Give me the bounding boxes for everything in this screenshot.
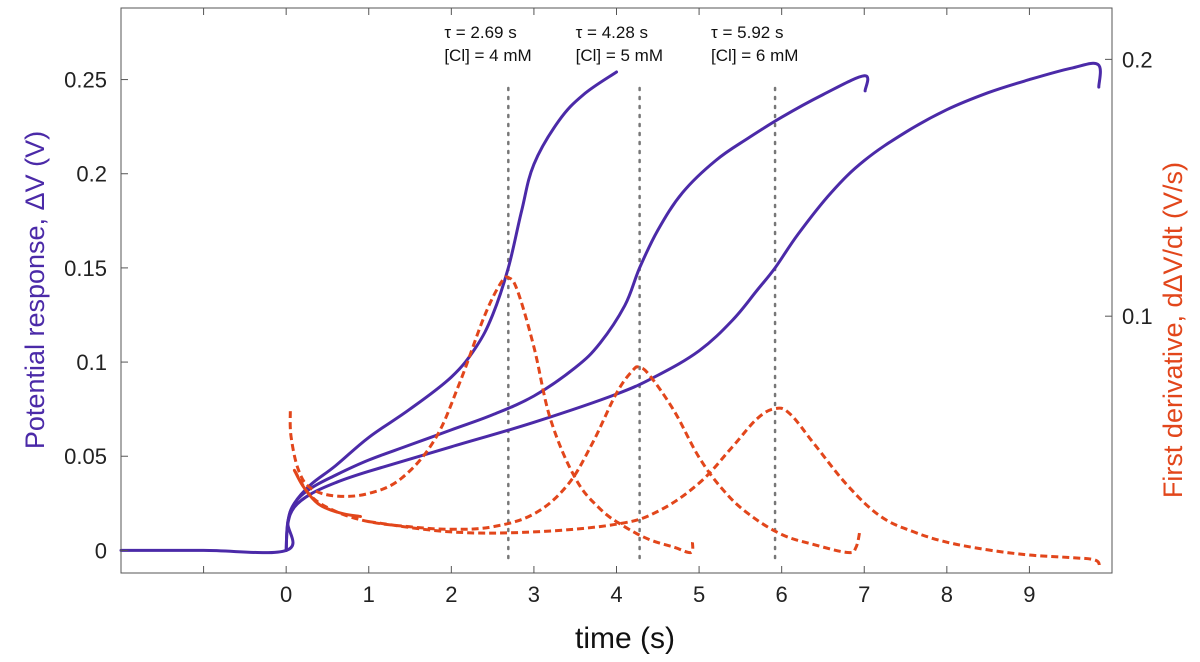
x-tick-label: 1 xyxy=(363,582,375,607)
y-left-tick-label: 0.25 xyxy=(64,68,107,93)
tau-annotation: τ = 2.69 s xyxy=(444,23,516,42)
x-tick-label: 3 xyxy=(528,582,540,607)
y-left-tick-label: 0.15 xyxy=(64,256,107,281)
y-left-tick-label: 0.1 xyxy=(76,350,107,375)
x-tick-label: 4 xyxy=(610,582,622,607)
series-line: ΔV, [Cl] = 4 mM xyxy=(119,70,618,555)
series-line: ΔV, [Cl] = 6 mM xyxy=(284,61,1102,552)
y-left-tick-label: 0.2 xyxy=(76,162,107,187)
series-line: dΔV/dt, [Cl] = 4 mM xyxy=(288,275,695,555)
y-left-tick-label: 0.05 xyxy=(64,444,107,469)
x-axis-title: time (s) xyxy=(575,622,675,655)
plot-frame xyxy=(120,7,1113,574)
x-tick-label: 9 xyxy=(1023,582,1035,607)
x-tick-label: 0 xyxy=(280,582,292,607)
concentration-annotation: [Cl] = 4 mM xyxy=(444,46,531,65)
tau-annotation: τ = 5.92 s xyxy=(711,23,783,42)
y-right-tick-label: 0.1 xyxy=(1122,304,1153,329)
x-tick-label: 8 xyxy=(941,582,953,607)
tau-annotation: τ = 4.28 s xyxy=(576,23,648,42)
concentration-annotation: [Cl] = 5 mM xyxy=(576,46,663,65)
x-tick-label: 6 xyxy=(776,582,788,607)
series-line: dΔV/dt, [Cl] = 6 mM (cont.) xyxy=(368,406,1102,569)
y-right-tick-label: 0.2 xyxy=(1122,47,1153,72)
series-line: dΔV/dt, [Cl] = 5 mM xyxy=(293,365,862,555)
x-tick-label: 5 xyxy=(693,582,705,607)
y-left-tick-label: 0 xyxy=(95,538,107,563)
concentration-annotation: [Cl] = 6 mM xyxy=(711,46,798,65)
x-tick-label: 2 xyxy=(445,582,457,607)
y-axis-left-title: Potential response, ΔV (V) xyxy=(20,131,50,449)
x-tick-label: 7 xyxy=(858,582,870,607)
series-line: ΔV, [Cl] = 5 mM xyxy=(284,74,870,552)
y-axis-right-title: First derivative, dΔV/dt (V/s) xyxy=(1158,162,1188,498)
series-line: dΔV/dt, [Cl] = 6 mM xyxy=(292,468,362,518)
